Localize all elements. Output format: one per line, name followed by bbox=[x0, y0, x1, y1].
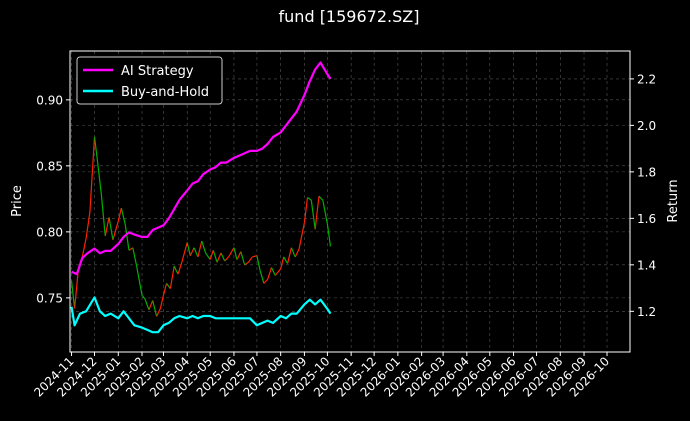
legend-ai-strategy-label: AI Strategy bbox=[121, 64, 194, 79]
price-segment bbox=[270, 267, 276, 276]
y-right-tick-label: 1.4 bbox=[637, 258, 656, 272]
price-segment bbox=[70, 280, 76, 309]
price-segment bbox=[256, 255, 261, 271]
y-right-tick-label: 1.8 bbox=[637, 165, 656, 179]
price-segment bbox=[162, 283, 168, 296]
price-segment bbox=[73, 268, 80, 309]
price-segment bbox=[181, 242, 188, 263]
price-segment bbox=[220, 252, 226, 262]
price-segment bbox=[240, 251, 246, 266]
price-segment bbox=[104, 217, 110, 236]
price-segment bbox=[81, 238, 87, 258]
price-segment bbox=[209, 250, 214, 260]
y-right-tick-label: 2.2 bbox=[637, 72, 656, 86]
y-right-axis-label: Return bbox=[666, 179, 681, 222]
price-segment bbox=[244, 261, 249, 266]
price-segment bbox=[286, 247, 292, 264]
return-series bbox=[70, 61, 332, 334]
price-segment bbox=[248, 256, 253, 263]
price-segment bbox=[233, 247, 238, 260]
price-segment bbox=[318, 195, 324, 201]
price-segment bbox=[166, 282, 171, 289]
price-segment bbox=[85, 211, 91, 239]
price-segment bbox=[156, 308, 161, 317]
legend-buy-and-hold-label: Buy-and-Hold bbox=[121, 85, 209, 100]
price-segment bbox=[128, 247, 134, 251]
price-segment bbox=[120, 207, 126, 225]
price-segment bbox=[108, 217, 114, 240]
right-y-axis: 1.2 1.4 1.6 1.8 2.0 2.2 bbox=[630, 72, 656, 319]
price-segment bbox=[93, 136, 99, 162]
price-segment bbox=[314, 196, 320, 230]
price-segment bbox=[141, 294, 146, 300]
price-segment bbox=[205, 252, 211, 260]
price-segment bbox=[189, 247, 195, 256]
legend: AI Strategy Buy-and-Hold bbox=[76, 56, 223, 105]
price-segment bbox=[212, 250, 218, 263]
price-segment bbox=[224, 256, 230, 262]
ai-strategy-line bbox=[71, 61, 332, 276]
price-segment bbox=[124, 223, 130, 251]
price-segment bbox=[267, 267, 273, 280]
price-segment bbox=[216, 252, 222, 263]
price-segment bbox=[136, 266, 143, 296]
y-left-tick-label: 0.85 bbox=[36, 159, 63, 173]
price-segment bbox=[96, 161, 103, 195]
price-segment bbox=[144, 298, 150, 310]
y-left-axis-label: Price bbox=[10, 185, 25, 217]
price-segment bbox=[236, 251, 242, 260]
y-right-tick-label: 1.2 bbox=[637, 305, 656, 319]
legend-box bbox=[76, 56, 223, 105]
price-segment bbox=[100, 194, 106, 236]
chart-title: fund [159672.SZ] bbox=[279, 7, 420, 26]
price-segment bbox=[186, 242, 191, 256]
price-segment bbox=[283, 256, 289, 264]
price-segment bbox=[132, 247, 138, 267]
price-segment bbox=[201, 240, 207, 254]
price-segment bbox=[326, 223, 332, 247]
price-segment bbox=[152, 300, 158, 317]
left-y-axis: 0.75 0.80 0.85 0.90 bbox=[36, 93, 70, 305]
plot-frame bbox=[69, 50, 631, 353]
price-segment bbox=[303, 197, 309, 223]
price-segment bbox=[177, 262, 183, 275]
price-segment bbox=[193, 247, 199, 258]
price-segment bbox=[263, 278, 269, 284]
price-segment bbox=[298, 222, 306, 250]
price-segment bbox=[294, 248, 300, 258]
price-segment bbox=[173, 265, 179, 275]
price-segment bbox=[89, 136, 96, 213]
price-segment bbox=[290, 247, 296, 258]
price-segment bbox=[307, 197, 312, 201]
price-segment bbox=[117, 207, 122, 222]
price-segment bbox=[197, 240, 203, 258]
y-left-tick-label: 0.90 bbox=[36, 93, 63, 107]
y-right-tick-label: 1.6 bbox=[637, 212, 656, 226]
buy-and-hold-line bbox=[70, 296, 332, 334]
price-segment bbox=[274, 268, 282, 276]
price-segment bbox=[252, 255, 258, 258]
price-segment bbox=[280, 256, 285, 269]
price-series bbox=[70, 136, 332, 317]
y-right-tick-label: 2.0 bbox=[637, 119, 656, 133]
y-left-tick-label: 0.75 bbox=[36, 291, 63, 305]
price-segment bbox=[159, 295, 165, 309]
price-segment bbox=[322, 200, 328, 225]
price-segment bbox=[169, 266, 175, 289]
price-segment bbox=[310, 200, 316, 230]
price-segment bbox=[259, 269, 265, 284]
price-segment bbox=[148, 300, 154, 310]
price-segment bbox=[228, 247, 235, 258]
y-left-tick-label: 0.80 bbox=[36, 225, 63, 239]
price-segment bbox=[112, 221, 119, 240]
